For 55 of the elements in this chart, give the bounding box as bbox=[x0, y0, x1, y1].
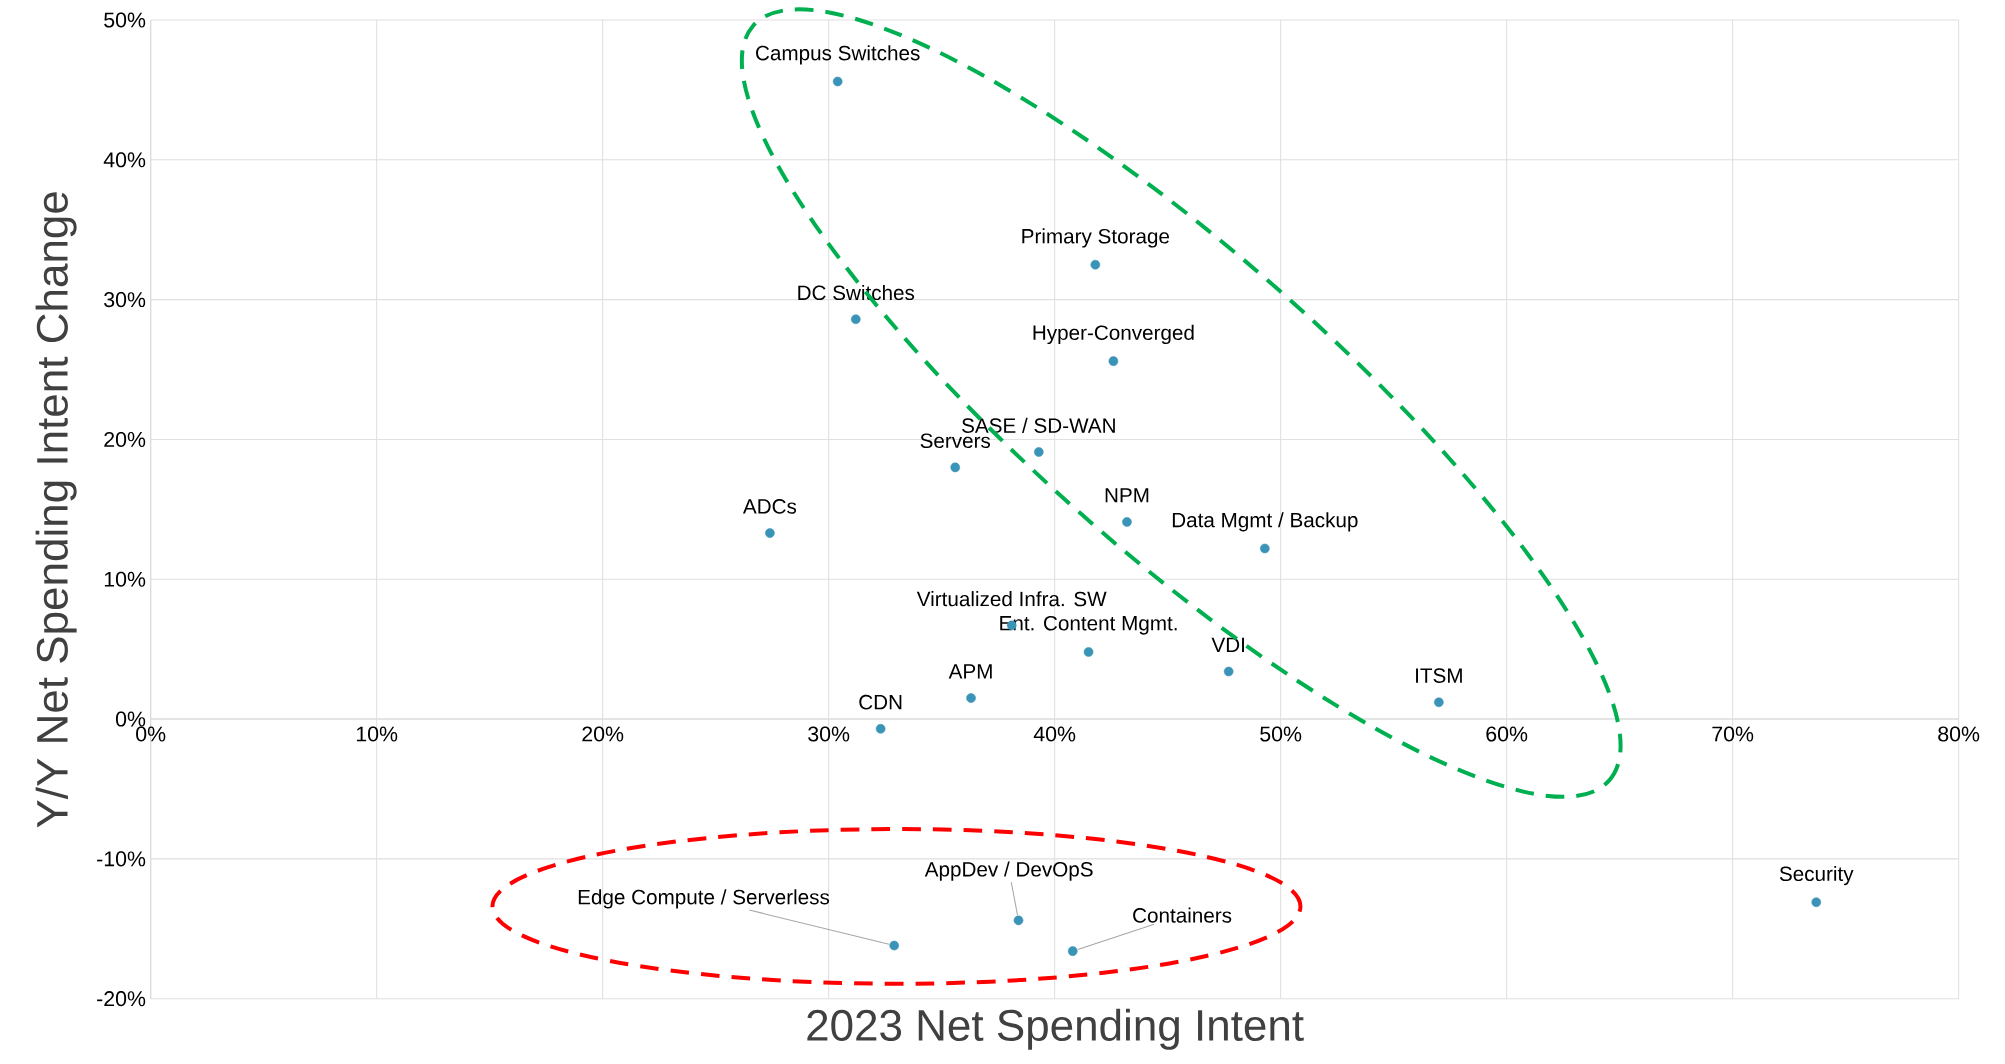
y-tick-label: 20% bbox=[104, 431, 146, 447]
x-tick-label: 80% bbox=[1938, 726, 1980, 742]
x-tick-label: 50% bbox=[1260, 726, 1302, 742]
annotation: SASE / SD-WAN bbox=[962, 417, 1115, 433]
point bbox=[1260, 543, 1270, 554]
x-tick-label: 20% bbox=[582, 726, 624, 742]
point bbox=[950, 462, 961, 473]
y-tick-label: -10% bbox=[97, 851, 146, 867]
annotation: Primary Storage bbox=[1022, 228, 1170, 248]
point bbox=[832, 76, 843, 87]
point bbox=[889, 940, 899, 951]
y-tick-label: 40% bbox=[103, 152, 146, 168]
point bbox=[966, 693, 976, 703]
point bbox=[1811, 897, 1822, 907]
point bbox=[1223, 666, 1234, 677]
annotation: Edge Compute / Serverless bbox=[578, 889, 830, 909]
annotation: Security bbox=[1779, 865, 1854, 886]
annotation: ITSM bbox=[1416, 668, 1462, 683]
point bbox=[850, 314, 861, 324]
x-tick-label: 0% bbox=[136, 726, 166, 742]
annotation: Data Mgmt / Backup bbox=[1172, 512, 1358, 532]
annotation: DC Switches bbox=[798, 284, 915, 301]
y-tick-label: 10% bbox=[104, 571, 146, 587]
point bbox=[1108, 356, 1119, 366]
point bbox=[765, 528, 775, 538]
annotation: Virtualized Infra. SW bbox=[916, 591, 1107, 607]
x-tick-label: 10% bbox=[356, 726, 398, 742]
annotation: Campus Switches bbox=[756, 45, 920, 65]
point bbox=[1090, 259, 1101, 270]
point bbox=[1013, 915, 1024, 926]
x-tick-label: 40% bbox=[1033, 726, 1076, 742]
x-tick-label: 70% bbox=[1712, 726, 1754, 742]
annotation: Servers bbox=[920, 433, 991, 449]
y-axis-title: Y/Y Net Spending Intent Change bbox=[35, 192, 77, 828]
annotation: Containers bbox=[1133, 907, 1232, 923]
x-tick-label: 30% bbox=[808, 726, 850, 742]
annotation: Hyper-Converged bbox=[1033, 324, 1194, 345]
y-tick-label: 0% bbox=[115, 711, 146, 727]
y-tick-label: 50% bbox=[104, 12, 146, 28]
annotation: CDN bbox=[859, 694, 902, 710]
x-tick-label: 60% bbox=[1486, 726, 1528, 742]
point bbox=[1034, 447, 1044, 457]
annotation: APM bbox=[948, 664, 992, 679]
annotation: AppDev / DevOpS bbox=[924, 861, 1093, 881]
annotation: NPM bbox=[1105, 488, 1149, 503]
point bbox=[875, 724, 886, 734]
annotation: ADCs bbox=[742, 499, 797, 514]
x-axis-title: 2023 Net Spending Intent bbox=[807, 1008, 1304, 1050]
y-tick-label: 30% bbox=[104, 292, 146, 308]
annotation: VDI bbox=[1211, 637, 1244, 652]
point bbox=[1083, 647, 1094, 657]
point bbox=[1067, 946, 1078, 956]
point bbox=[1122, 517, 1132, 527]
point bbox=[1434, 697, 1444, 708]
y-tick-label: -20% bbox=[97, 991, 146, 1007]
